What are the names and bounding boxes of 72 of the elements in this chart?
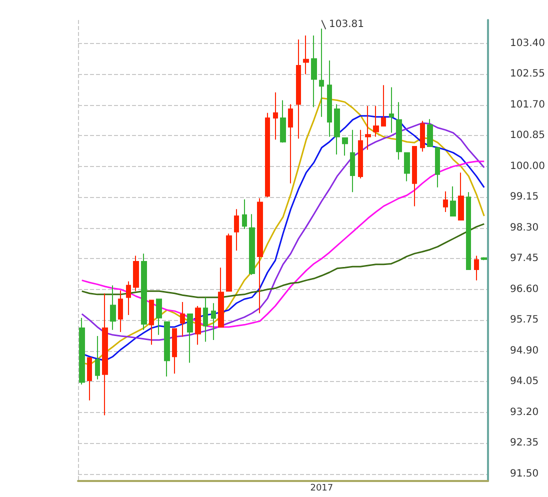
y-tick-label: 97.45 <box>510 253 539 264</box>
candlestick <box>110 284 116 330</box>
candlestick <box>133 255 139 292</box>
candlestick <box>102 292 108 416</box>
line-series <box>81 223 485 298</box>
candlestick <box>149 300 154 346</box>
candlestick <box>95 336 100 380</box>
annotation: 103.81 <box>329 19 364 30</box>
candlestick <box>218 267 224 328</box>
candlestick <box>195 306 201 346</box>
candlestick <box>156 298 162 336</box>
candlestick <box>87 357 92 401</box>
candlestick <box>427 118 433 148</box>
candlestick <box>118 290 123 333</box>
candlestick <box>319 28 324 118</box>
y-tick-label: 100.85 <box>510 130 546 142</box>
candlestick <box>242 198 247 230</box>
candlestick <box>203 296 208 342</box>
candlestick <box>327 60 332 138</box>
y-tick-label: 94.90 <box>510 345 539 356</box>
candlestick <box>280 100 286 144</box>
candlestick <box>389 86 394 134</box>
candlestick <box>365 106 371 150</box>
candlestick <box>226 233 232 292</box>
candlestick <box>443 190 448 212</box>
candlestick <box>234 208 239 252</box>
candlestick <box>164 321 170 378</box>
y-tick-label: 100.00 <box>510 160 546 172</box>
candlestick <box>381 84 386 126</box>
candlestick <box>141 253 147 330</box>
candlestick <box>350 129 355 193</box>
y-tick-label: 91.50 <box>510 468 539 480</box>
candlestick <box>303 35 309 75</box>
candlestick <box>126 280 131 316</box>
candlestick <box>334 104 340 156</box>
candlestick <box>342 137 348 156</box>
candlestick <box>180 302 185 338</box>
y-tick-label: 96.60 <box>510 284 539 295</box>
x-tick-label: 2017 <box>310 484 334 494</box>
candlestick <box>435 147 440 188</box>
y-tick-label: 95.75 <box>510 314 539 326</box>
candlestick <box>412 146 417 207</box>
y-tick-label: 101.70 <box>510 99 546 110</box>
candlestick <box>288 104 293 184</box>
candlestick <box>311 35 317 108</box>
candlestick <box>187 313 193 364</box>
candlestick <box>249 214 255 276</box>
candlestick <box>79 317 85 385</box>
y-tick-label: 99.15 <box>510 192 539 203</box>
candlestick <box>450 186 456 216</box>
candlestick <box>373 106 379 138</box>
y-tick-label: 98.30 <box>510 222 539 234</box>
candlestick <box>257 198 263 314</box>
candlestick <box>420 120 425 152</box>
y-tick-label: 92.35 <box>510 438 539 449</box>
candlestick <box>396 102 402 160</box>
candlestick <box>404 152 410 182</box>
line-series <box>81 160 485 328</box>
candlestick <box>211 302 216 340</box>
y-tick-label: 93.20 <box>510 406 539 418</box>
y-tick-label: 102.55 <box>510 68 546 80</box>
candlestick <box>172 328 177 374</box>
y-tick-label: 94.05 <box>510 376 539 388</box>
candlestick <box>296 39 301 140</box>
candlestick <box>458 172 464 220</box>
candlestick <box>474 255 479 281</box>
candlestick <box>265 112 270 198</box>
candlestick <box>466 192 471 270</box>
candlestick <box>358 129 363 179</box>
y-tick-label: 103.40 <box>510 38 546 49</box>
candlestick <box>481 256 487 261</box>
candlestick <box>273 92 278 140</box>
